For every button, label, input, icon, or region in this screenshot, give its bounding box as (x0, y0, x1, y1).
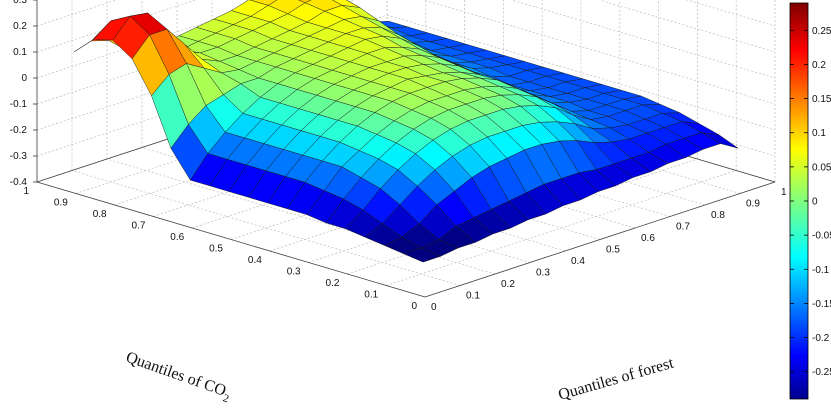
y-tick-label: 0.5 (606, 245, 620, 256)
x-tick-label: 0.2 (325, 278, 339, 289)
z-tick-label: -0.2 (10, 125, 28, 136)
axis-ticks: 0.3 0.2 0.1 0 -0.1 -0.2 -0.3 -0.4 0 0.1 0.2 0.3 0.4 0… (10, 0, 787, 313)
y-tick-label: 1 (781, 187, 787, 198)
x-axis-label: Quantiles of CO2 (122, 349, 233, 406)
z-tick-label: 0.1 (13, 47, 27, 58)
y-tick-label: 0.3 (536, 268, 550, 279)
z-tick-label: 0.3 (13, 0, 27, 6)
x-tick-label: 0.9 (54, 198, 68, 209)
colorbar-tick-label: -0.25 (812, 367, 831, 378)
y-axis-label: Quantiles of forest (556, 355, 676, 404)
colorbar: 0.25 0.2 0.15 0.1 0.05 0 -0.05 -0.1 -0.15 -0.2 -0.… (789, 2, 831, 400)
x-tick-label: 0.1 (364, 290, 378, 301)
z-tick-label: 0 (21, 73, 27, 84)
x-tick-label: 0 (411, 301, 417, 312)
colorbar-tick-label: 0.05 (812, 162, 831, 173)
colorbar-tick-label: -0.1 (812, 265, 830, 276)
colorbar-tick-label: 0.15 (812, 94, 831, 105)
y-tick-label: 0 (431, 302, 437, 313)
z-tick-label: -0.4 (10, 177, 28, 188)
y-tick-label: 0.1 (466, 291, 480, 302)
colorbar-tick-label: -0.05 (812, 231, 831, 242)
y-tick-label: 0.9 (746, 199, 760, 210)
surface-patch (298, 0, 312, 4)
x-tick-label: 0.5 (209, 244, 223, 255)
x-tick-label: 0.6 (170, 232, 184, 243)
z-tick-label: -0.1 (10, 99, 28, 110)
surface-patch (403, 247, 442, 263)
y-tick-label: 0.8 (711, 210, 725, 221)
y-tick-label: 0.7 (676, 222, 690, 233)
colorbar-tick-label: 0.1 (812, 128, 826, 139)
colorbar-tick-label: 0.2 (812, 60, 826, 71)
z-tick-label: 0.2 (13, 21, 27, 32)
colorbar-tick-label: 0.25 (812, 26, 831, 37)
y-tick-label: 0.2 (501, 279, 515, 290)
x-tick-label: 1 (23, 186, 29, 197)
x-tick-label: 0.4 (248, 255, 262, 266)
colorbar-tick-label: 0 (812, 197, 818, 208)
x-tick-label: 0.8 (93, 209, 107, 220)
colorbar-tick-label: -0.2 (812, 333, 830, 344)
surface-mesh (73, 0, 739, 263)
x-tick-label: 0.7 (131, 221, 145, 232)
x-tick-label: 0.3 (287, 267, 301, 278)
y-tick-label: 0.6 (641, 233, 655, 244)
y-tick-label: 0.4 (571, 256, 585, 267)
colorbar-tick-label: -0.15 (812, 299, 831, 310)
z-tick-label: -0.3 (10, 151, 28, 162)
